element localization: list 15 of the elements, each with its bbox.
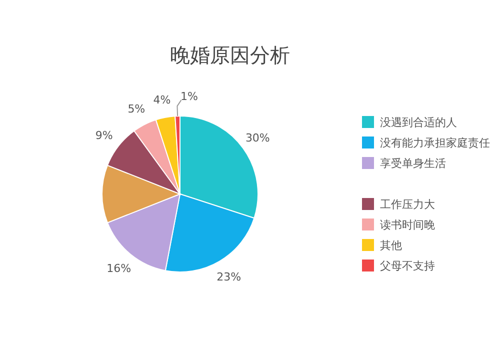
data-label: 1% (180, 90, 198, 104)
data-label: 9% (95, 129, 113, 142)
data-label: 23% (216, 270, 242, 284)
legend-label: 没遇到合适的人 (380, 116, 457, 129)
data-label: 4% (153, 94, 171, 107)
data-label: 16% (106, 262, 132, 275)
legend-label: 读书时间晚 (380, 218, 435, 232)
legend-label: 其他 (380, 239, 402, 252)
legend-label: 没有能力承担家庭责任 (380, 136, 490, 150)
chart-title: 晚婚原因分析 (170, 43, 290, 67)
legend-label: 父母不支持 (380, 260, 435, 272)
data-label: 30% (245, 132, 270, 145)
legend-label: 享受单身生活 (380, 157, 446, 170)
legend-label: 工作压力大 (380, 198, 435, 211)
data-label: 5% (128, 102, 146, 116)
